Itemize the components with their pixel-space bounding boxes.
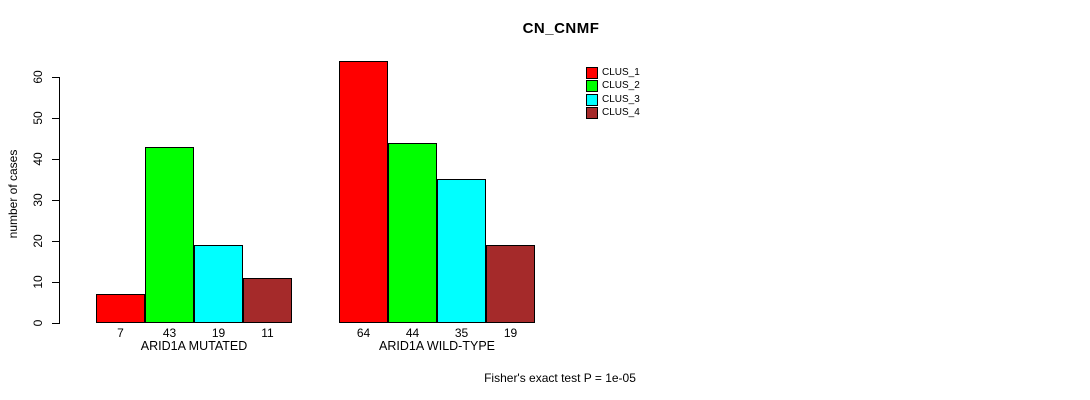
bar <box>243 278 292 323</box>
y-tick-label: 30 <box>31 193 45 207</box>
y-tick-label: 40 <box>31 152 45 166</box>
bar <box>96 294 145 323</box>
y-tick-label: 10 <box>31 275 45 289</box>
category-label: ARID1A MUTATED <box>140 339 248 353</box>
y-tick <box>52 159 59 160</box>
legend-swatch <box>586 93 598 106</box>
bar <box>437 179 486 323</box>
legend-item: CLUS_2 <box>586 80 640 94</box>
bar <box>486 245 535 323</box>
category-label: ARID1A WILD-TYPE <box>379 339 495 353</box>
legend-label: CLUS_4 <box>602 107 640 119</box>
y-tick-label: 50 <box>31 111 45 125</box>
y-tick <box>52 241 59 242</box>
legend-swatch <box>586 66 598 79</box>
bar-value-label: 44 <box>405 326 420 340</box>
annotation-text: Fisher's exact test P = 1e-05 <box>484 371 636 385</box>
legend-item: CLUS_4 <box>586 107 640 121</box>
legend-label: CLUS_1 <box>602 66 640 78</box>
y-tick <box>52 77 59 78</box>
y-axis-line <box>59 77 60 324</box>
y-tick-label: 20 <box>31 234 45 248</box>
legend-item: CLUS_1 <box>586 66 640 80</box>
y-tick <box>52 282 59 283</box>
y-tick-label: 60 <box>31 70 45 84</box>
bar-value-label: 64 <box>356 326 371 340</box>
y-tick <box>52 323 59 324</box>
legend-label: CLUS_2 <box>602 80 640 92</box>
bar-value-label: 7 <box>117 326 124 340</box>
bar <box>194 245 243 323</box>
bar-value-label: 43 <box>162 326 177 340</box>
legend-swatch <box>586 107 598 120</box>
bar-value-label: 11 <box>261 326 274 340</box>
legend-swatch <box>586 80 598 93</box>
y-tick <box>52 118 59 119</box>
bar-value-label: 19 <box>503 326 518 340</box>
y-tick-label: 0 <box>31 319 45 327</box>
legend: CLUS_1 CLUS_2 CLUS_3 CLUS_4 <box>586 66 640 120</box>
bar <box>145 147 194 323</box>
legend-label: CLUS_3 <box>602 93 640 105</box>
y-tick <box>52 200 59 201</box>
bar <box>339 61 388 323</box>
bar-value-label: 35 <box>454 326 469 340</box>
bar <box>388 143 437 323</box>
bar-value-label: 19 <box>211 326 226 340</box>
y-axis-label: number of cases <box>6 149 20 239</box>
legend-item: CLUS_3 <box>586 93 640 107</box>
chart-title: CN_CNMF <box>522 20 600 37</box>
